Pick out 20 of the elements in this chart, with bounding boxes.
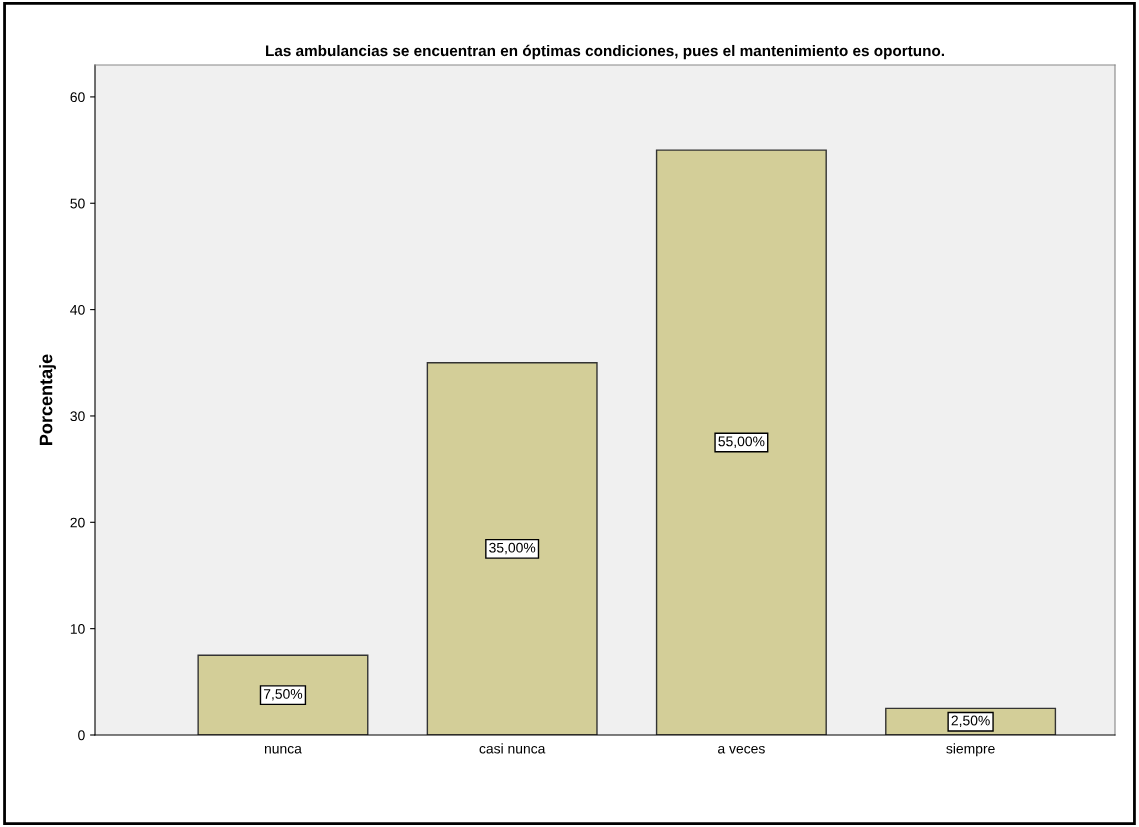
y-tick-label: 60 (70, 92, 85, 103)
data-label: 2,50% (951, 715, 990, 728)
x-tick-label: casi nunca (479, 743, 546, 754)
data-label: 35,00% (489, 542, 536, 555)
y-axis-title: Porcentaje (39, 354, 56, 445)
y-tick-label: 40 (70, 304, 85, 315)
bar (197, 654, 369, 735)
x-tick-label: nunca (264, 745, 302, 754)
x-tick-label: siempre (946, 743, 995, 757)
x-tick-label: a veces (718, 745, 765, 754)
bar (655, 149, 827, 735)
y-tick-label: 10 (70, 623, 85, 634)
y-tick-label: 50 (70, 198, 85, 209)
y-tick-label: 20 (70, 517, 85, 528)
chart-title: Las ambulancias se encuentran en óptimas condiciones, pues el mantenimiento es oportuno. (266, 44, 944, 60)
bar (426, 362, 598, 735)
data-label: 55,00% (718, 436, 765, 448)
y-tick-label: 0 (78, 730, 85, 741)
y-tick-label: 30 (70, 411, 85, 422)
data-label: 7,50% (263, 689, 303, 701)
